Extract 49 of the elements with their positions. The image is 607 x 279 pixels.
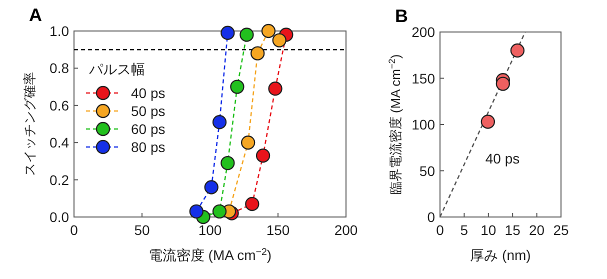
y-tick-label: 0.0 [50,209,70,225]
chart-title: A [29,5,42,25]
point [220,156,235,170]
x-tick-label: 50 [134,222,150,238]
point [268,82,282,96]
x-tick-label: 200 [334,222,358,238]
legend-label: 40 ps [131,85,166,101]
y-tick-label: 1.0 [50,23,70,39]
annotation: 40 ps [485,150,520,166]
y-tick-label: 50 [419,162,436,179]
x-tick-label: 5 [460,222,468,238]
y-tick-label: 200 [412,24,436,40]
point [230,80,244,94]
y-tick-label: 0.6 [50,97,70,114]
legend-label: 60 ps [131,121,166,137]
point [261,24,276,38]
y-tick-label: 100 [412,116,436,132]
legend-title: パルス幅 [88,61,145,77]
x-tick-label: 15 [504,222,521,238]
point [212,204,227,219]
y-tick-label: 0.4 [50,134,70,151]
x-tick-label: 10 [480,222,496,238]
point [510,43,525,58]
legend-label: 80 ps [131,139,166,155]
point [250,46,265,60]
point [189,204,204,219]
point [204,180,218,194]
point [240,28,254,42]
y-axis-title: スイッチング確率 [22,72,37,176]
y-tick-label: 150 [412,70,436,86]
y-tick-label: 0 [427,209,436,225]
point [480,114,496,129]
point [496,76,510,91]
legend-label: 50 ps [131,103,166,119]
x-axis-title: 電流密度 (MA cm$^{−2}$) [148,246,272,263]
x-tick-label: 20 [529,222,545,238]
x-tick-label: 100 [198,222,222,238]
x-tick-label: 150 [266,222,290,238]
point [212,115,227,130]
x-tick-label: 25 [553,222,569,238]
chart-title: B [395,6,408,26]
y-tick-label: 0.8 [50,60,70,76]
x-axis-title: 厚み (nm) [470,247,531,263]
point [256,148,270,163]
point [272,33,286,48]
point [245,196,260,212]
y-tick-label: 0.2 [50,172,70,188]
point [240,136,256,150]
point [220,26,235,40]
